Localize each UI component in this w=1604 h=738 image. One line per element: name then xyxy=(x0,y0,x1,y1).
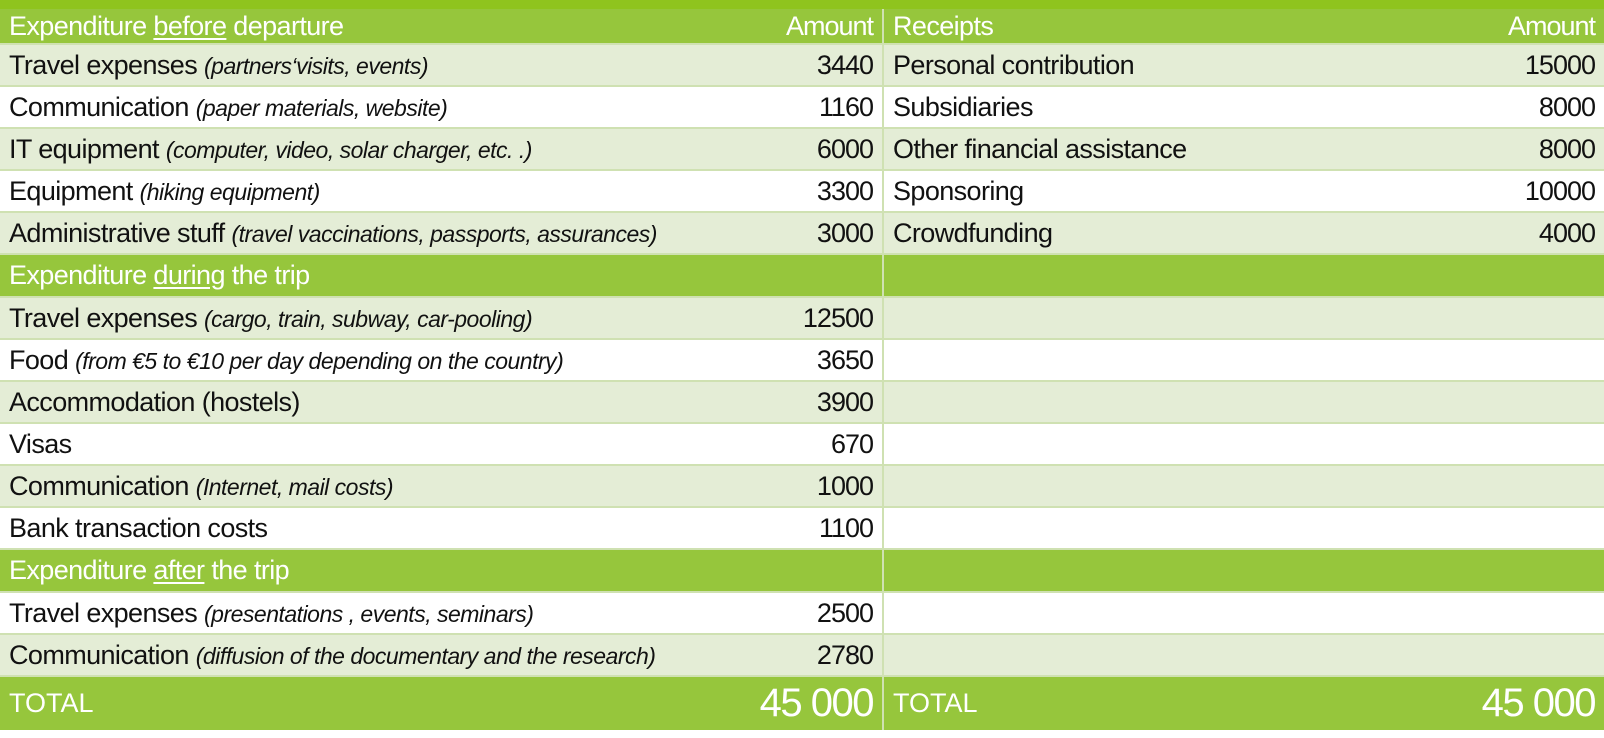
total-label: TOTAL xyxy=(9,688,94,718)
row-label: IT equipment (computer, video, solar cha… xyxy=(9,133,532,164)
table-row: Administrative stuff (travel vaccination… xyxy=(0,213,882,255)
row-amount: 3000 xyxy=(816,217,874,248)
row-amount: 2780 xyxy=(816,639,874,670)
top-accent-bar xyxy=(0,0,1604,9)
empty-row xyxy=(884,593,1604,635)
empty-section-band xyxy=(884,550,1604,593)
receipts-column: Receipts Amount Personal contribution 15… xyxy=(884,9,1604,730)
row-amount: 670 xyxy=(830,428,874,459)
empty-row xyxy=(884,466,1604,508)
budget-grid: Expenditure before departure Amount Trav… xyxy=(0,9,1604,730)
table-row: Communication (paper materials, website)… xyxy=(0,87,882,129)
row-label: Accommodation (hostels) xyxy=(9,386,300,417)
table-row: Equipment (hiking equipment) 3300 xyxy=(0,171,882,213)
row-amount: 2500 xyxy=(816,597,874,628)
row-label: Visas xyxy=(9,428,72,459)
amount-column-header: Amount xyxy=(1507,10,1596,41)
row-amount: 3650 xyxy=(816,344,874,375)
table-row: Visas 670 xyxy=(0,424,882,466)
table-row: Sponsoring 10000 xyxy=(884,171,1604,213)
row-label: Other financial assistance xyxy=(893,133,1187,164)
empty-row xyxy=(884,424,1604,466)
empty-row xyxy=(884,382,1604,424)
row-amount: 6000 xyxy=(816,133,874,164)
total-label: TOTAL xyxy=(893,688,978,718)
empty-row xyxy=(884,340,1604,382)
row-amount: 8000 xyxy=(1538,91,1596,122)
row-label: Administrative stuff (travel vaccination… xyxy=(9,217,657,248)
section-title: Expenditure after the trip xyxy=(9,555,290,585)
row-label: Subsidiaries xyxy=(893,91,1033,122)
row-label: Communication (diffusion of the document… xyxy=(9,639,656,670)
table-row: Personal contribution 15000 xyxy=(884,45,1604,87)
table-row: Travel expenses (presentations , events,… xyxy=(0,593,882,635)
empty-row xyxy=(884,298,1604,340)
row-label: Equipment (hiking equipment) xyxy=(9,175,320,206)
section-title: Receipts xyxy=(893,10,994,41)
empty-section-band xyxy=(884,255,1604,298)
table-row: Accommodation (hostels) 3900 xyxy=(0,382,882,424)
table-row: Other financial assistance 8000 xyxy=(884,129,1604,171)
expenditure-before-header: Expenditure before departure Amount xyxy=(0,9,882,45)
table-row: Food (from €5 to €10 per day depending o… xyxy=(0,340,882,382)
table-row: Subsidiaries 8000 xyxy=(884,87,1604,129)
receipts-header: Receipts Amount xyxy=(884,9,1604,45)
row-amount: 4000 xyxy=(1538,217,1596,248)
empty-row xyxy=(884,508,1604,550)
total-amount: 45 000 xyxy=(759,681,875,725)
row-label: Crowdfunding xyxy=(893,217,1053,248)
row-amount: 1160 xyxy=(818,91,874,122)
row-label: Travel expenses (cargo, train, subway, c… xyxy=(9,302,533,333)
row-label: Travel expenses (presentations , events,… xyxy=(9,597,534,628)
table-row: Bank transaction costs 1100 xyxy=(0,508,882,550)
row-label: Personal contribution xyxy=(893,49,1135,80)
row-amount: 1100 xyxy=(818,512,874,543)
receipts-total-row: TOTAL 45 000 xyxy=(884,677,1604,730)
table-row: IT equipment (computer, video, solar cha… xyxy=(0,129,882,171)
row-label: Communication (Internet, mail costs) xyxy=(9,470,394,501)
table-row: Travel expenses (cargo, train, subway, c… xyxy=(0,298,882,340)
row-label: Travel expenses (partners‘visits, events… xyxy=(9,49,428,80)
expenditure-column: Expenditure before departure Amount Trav… xyxy=(0,9,882,730)
row-label: Communication (paper materials, website) xyxy=(9,91,448,122)
row-label: Sponsoring xyxy=(893,175,1024,206)
row-amount: 12500 xyxy=(802,302,874,333)
empty-row xyxy=(884,635,1604,677)
row-label: Bank transaction costs xyxy=(9,512,268,543)
row-label: Food (from €5 to €10 per day depending o… xyxy=(9,344,564,375)
table-row: Travel expenses (partners‘visits, events… xyxy=(0,45,882,87)
total-amount: 45 000 xyxy=(1481,681,1597,725)
row-amount: 8000 xyxy=(1538,133,1596,164)
amount-column-header: Amount xyxy=(785,10,874,41)
expenditure-total-row: TOTAL 45 000 xyxy=(0,677,882,730)
expenditure-during-header: Expenditure during the trip xyxy=(0,255,882,298)
row-amount: 1000 xyxy=(816,470,874,501)
row-amount: 3440 xyxy=(816,49,874,80)
row-amount: 3300 xyxy=(816,175,874,206)
table-row: Communication (Internet, mail costs) 100… xyxy=(0,466,882,508)
table-row: Crowdfunding 4000 xyxy=(884,213,1604,255)
row-amount: 10000 xyxy=(1524,175,1596,206)
row-amount: 15000 xyxy=(1524,49,1596,80)
expenditure-after-header: Expenditure after the trip xyxy=(0,550,882,593)
section-title: Expenditure before departure xyxy=(9,10,344,41)
table-row: Communication (diffusion of the document… xyxy=(0,635,882,677)
column-divider xyxy=(882,9,884,730)
section-title: Expenditure during the trip xyxy=(9,260,310,290)
row-amount: 3900 xyxy=(816,386,874,417)
